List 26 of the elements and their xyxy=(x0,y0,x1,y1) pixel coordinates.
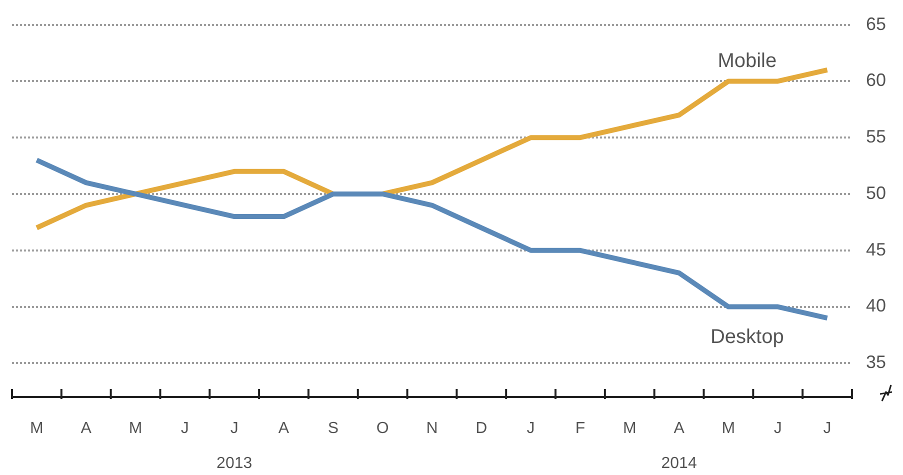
x-tick-label: J xyxy=(823,420,832,438)
x-tick-label: M xyxy=(30,420,44,438)
y-tick-label: 65 xyxy=(866,14,886,34)
x-tick-label: J xyxy=(526,420,535,438)
series-label: Desktop xyxy=(710,326,784,348)
y-tick-label: 60 xyxy=(866,70,886,90)
x-tick-label: A 2014 xyxy=(661,420,697,472)
x-tick-label: J xyxy=(180,420,189,438)
x-tick-label: M xyxy=(622,420,636,438)
x-tick-label: S xyxy=(328,420,339,438)
y-tick-label: 40 xyxy=(866,296,886,316)
x-tick-label: M xyxy=(128,420,142,438)
y-tick-label: 35 xyxy=(866,352,886,372)
x-tick-label: D xyxy=(476,420,488,438)
x-tick-label: J xyxy=(774,420,782,438)
x-tick-label: A xyxy=(278,420,290,438)
x-tick-label: O xyxy=(376,420,389,438)
x-tick-label: J 2013 xyxy=(216,420,252,472)
x-tick-label: A xyxy=(80,420,92,438)
x-tick-label: M xyxy=(722,420,736,438)
x-tick-label: N xyxy=(426,420,438,438)
y-tick-label: 55 xyxy=(866,126,886,147)
y-tick-label: 50 xyxy=(866,182,886,203)
x-tick-label: F xyxy=(575,420,586,438)
series-label: Mobile xyxy=(718,50,777,72)
y-tick-label: 45 xyxy=(866,239,886,260)
